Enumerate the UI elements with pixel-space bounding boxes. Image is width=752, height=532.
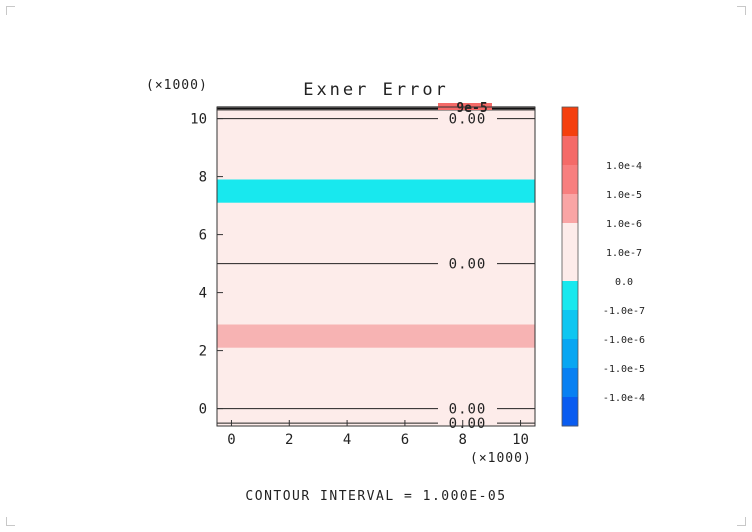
top-overlap-label: 9e-5 — [456, 101, 487, 116]
y-tick-label-1: 2 — [199, 344, 207, 360]
y-tick-label-5: 10 — [190, 112, 207, 128]
contour-interval-footer: CONTOUR INTERVAL = 1.000E-05 — [245, 489, 506, 504]
colorbar-swatch-5 — [562, 252, 578, 282]
x-tick-label-2: 4 — [343, 432, 351, 448]
contour-band-0 — [217, 179, 535, 203]
colorbar-swatch-7 — [562, 310, 578, 340]
x-tick-label-4: 8 — [459, 432, 467, 448]
contour-band-1 — [217, 324, 535, 348]
x-tick-label-5: 10 — [512, 432, 529, 448]
colorbar-swatch-10 — [562, 397, 578, 427]
y-tick-label-4: 8 — [199, 170, 207, 186]
colorbar-label-5: 0.0 — [615, 277, 633, 288]
axes: 0 2 4 6 8 10 0 2 4 6 8 10 — [190, 112, 529, 448]
corner-mark-top-left — [6, 6, 15, 15]
colorbar-label-9: -1.0e-4 — [603, 393, 645, 404]
corner-mark-top-right — [737, 6, 746, 15]
colorbar-swatch-0 — [562, 107, 578, 137]
colorbar-swatch-9 — [562, 368, 578, 398]
x-multiplier-label: (×1000) — [470, 451, 532, 466]
y-tick-label-0: 0 — [199, 402, 207, 418]
contour-label-2: 0.00 — [449, 402, 487, 418]
chart-title: Exner Error — [303, 80, 449, 100]
x-tick-label-3: 6 — [401, 432, 409, 448]
y-tick-label-3: 6 — [199, 228, 207, 244]
colorbar-swatch-2 — [562, 165, 578, 195]
colorbar-label-7: -1.0e-6 — [603, 335, 645, 346]
colorbar-frame — [561, 106, 579, 427]
colorbar-label-8: -1.0e-5 — [603, 364, 645, 375]
plot-frame — [216, 106, 536, 427]
contour-label-0: 0.00 — [449, 112, 487, 128]
colorbar-swatch-3 — [562, 194, 578, 224]
contour-label-3: 0.00 — [449, 416, 487, 432]
y-multiplier-label: (×1000) — [146, 78, 208, 93]
colorbar-swatch-1 — [562, 136, 578, 166]
plot-background — [217, 107, 535, 426]
colorbar-label-6: -1.0e-7 — [603, 306, 645, 317]
colorbar-swatch-4 — [562, 223, 578, 253]
x-tick-label-1: 2 — [285, 432, 293, 448]
colorbar-label-3: 1.0e-6 — [606, 219, 642, 230]
colorbar-label-4: 1.0e-7 — [606, 248, 642, 259]
colorbar-label-1: 1.0e-4 — [606, 161, 642, 172]
colorbar-label-2: 1.0e-5 — [606, 190, 642, 201]
corner-mark-bottom-right — [737, 517, 746, 526]
y-tick-label-2: 4 — [199, 286, 207, 302]
colorbar-swatch-8 — [562, 339, 578, 369]
colorbar: 1.0e-4 1.0e-5 1.0e-6 1.0e-7 0.0 -1.0e-7 -1.0e-… — [561, 106, 645, 427]
corner-mark-bottom-left — [6, 517, 15, 526]
x-tick-label-0: 0 — [227, 432, 235, 448]
contour-label-1: 0.00 — [449, 257, 487, 273]
colorbar-swatch-6 — [562, 281, 578, 311]
